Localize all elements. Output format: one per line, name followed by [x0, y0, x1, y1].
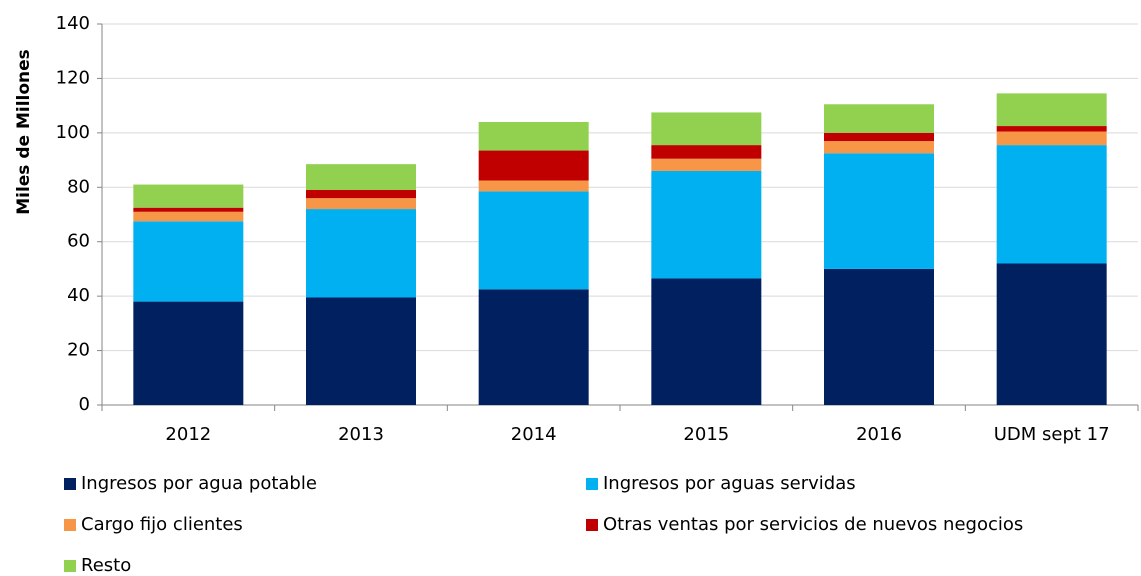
- bar-segment: [306, 297, 416, 405]
- y-axis-label: Miles de Millones: [14, 49, 34, 215]
- bar-segment: [133, 211, 244, 222]
- legend-label: Otras ventas por servicios de nuevos neg…: [603, 514, 1023, 535]
- bar-segment: [306, 209, 416, 298]
- x-tick-label: UDM sept 17: [994, 424, 1110, 445]
- legend-label: Ingresos por agua potable: [81, 473, 317, 494]
- legend-label: Cargo fijo clientes: [81, 514, 243, 535]
- x-tick-label: 2014: [511, 424, 557, 445]
- bar-segment: [306, 190, 416, 199]
- bar-segment: [996, 126, 1107, 132]
- bar-segment: [651, 158, 762, 171]
- bar-segment: [824, 153, 934, 269]
- y-tick-label: 20: [67, 340, 90, 361]
- bar-segment: [478, 121, 589, 151]
- bar-segment: [133, 301, 244, 405]
- bar-segment: [824, 132, 934, 142]
- x-tick-label: 2016: [856, 424, 902, 445]
- y-tick-label: 60: [67, 231, 90, 252]
- y-tick-label: 80: [67, 176, 90, 197]
- bar-segment: [996, 93, 1107, 127]
- legend-swatch: [586, 478, 598, 490]
- bar-segment: [824, 141, 934, 154]
- legend-swatch: [64, 519, 76, 531]
- legend-label: Ingresos por aguas servidas: [603, 473, 856, 494]
- bar-segment: [478, 180, 589, 192]
- bar-segment: [651, 112, 762, 146]
- bar-segment: [996, 145, 1107, 264]
- legend-label: Resto: [81, 555, 131, 576]
- x-tick-label: 2015: [683, 424, 729, 445]
- y-tick-label: 100: [56, 122, 90, 143]
- bar-segment: [306, 198, 416, 210]
- x-tick-label: 2013: [338, 424, 384, 445]
- y-tick-label: 0: [79, 394, 90, 415]
- legend-swatch: [586, 519, 598, 531]
- bar-segment: [996, 263, 1107, 405]
- bar-segment: [651, 145, 762, 159]
- bar-segment: [133, 221, 244, 302]
- bar-segment: [133, 207, 244, 212]
- y-tick-label: 140: [56, 13, 90, 34]
- bar-segment: [651, 278, 762, 405]
- bar-segment: [824, 104, 934, 133]
- bar-segment: [478, 191, 589, 290]
- bar-segment: [996, 131, 1107, 146]
- y-tick-label: 120: [56, 67, 90, 88]
- bar-segment: [133, 184, 244, 208]
- legend-swatch: [64, 560, 76, 572]
- bar-segment: [306, 164, 416, 191]
- y-tick-label: 40: [67, 285, 90, 306]
- bar-segment: [651, 170, 762, 279]
- bar-segment: [478, 289, 589, 405]
- legend-swatch: [64, 478, 76, 490]
- x-tick-label: 2012: [165, 424, 211, 445]
- bar-segment: [478, 150, 589, 181]
- bar-segment: [824, 268, 934, 405]
